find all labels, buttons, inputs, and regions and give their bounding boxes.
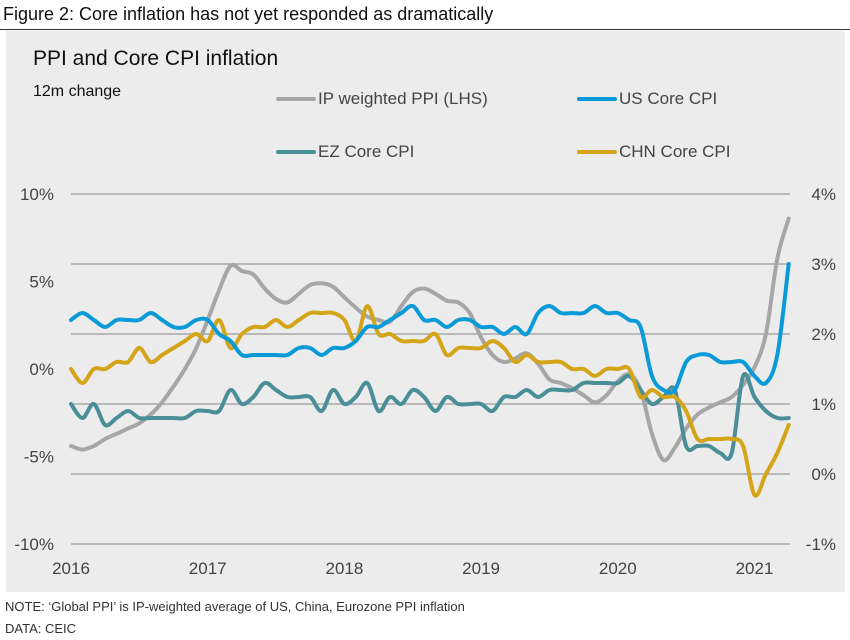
y-tick-right: 1% xyxy=(811,395,836,414)
y-tick-left: 10% xyxy=(20,185,54,204)
x-tick: 2017 xyxy=(189,559,227,578)
legend-item-ez-core-cpi: EZ Core CPI xyxy=(276,142,414,162)
series-line-ez-core-cpi xyxy=(69,371,791,461)
figure-title: Figure 2: Core inflation has not yet res… xyxy=(3,4,494,24)
chart-subtitle: 12m change xyxy=(33,83,122,100)
footnote: NOTE: ‘Global PPI’ is IP-weighted averag… xyxy=(5,599,465,614)
y-tick-left: -10% xyxy=(14,535,54,554)
series-line-chn-core-cpi xyxy=(69,303,791,498)
chart-title: PPI and Core CPI inflation xyxy=(33,47,279,70)
legend-label: US Core CPI xyxy=(619,89,718,108)
legend-label: EZ Core CPI xyxy=(318,142,415,161)
legend-label: IP weighted PPI (LHS) xyxy=(318,89,488,108)
y-tick-right: 3% xyxy=(811,255,836,274)
y-axis-left: 10% 5% 0% -5% -10% xyxy=(14,185,54,554)
legend-item-ip-weighted-ppi: IP weighted PPI (LHS) xyxy=(276,89,488,109)
y-tick-left: 0% xyxy=(29,360,54,379)
x-tick: 2018 xyxy=(325,559,363,578)
y-tick-right: 0% xyxy=(811,465,836,484)
legend-swatch-chn xyxy=(577,150,617,154)
x-tick: 2021 xyxy=(736,559,774,578)
x-tick: 2020 xyxy=(599,559,637,578)
chart-panel xyxy=(6,31,845,592)
legend-swatch-us xyxy=(577,97,617,101)
x-axis: 2016 2017 2018 2019 2020 2021 xyxy=(52,559,773,578)
legend-swatch-ez xyxy=(276,150,316,154)
title-divider xyxy=(0,29,850,30)
y-tick-right: -1% xyxy=(806,535,836,554)
legend-item-us-core-cpi: US Core CPI xyxy=(577,89,717,109)
legend-swatch-ppi xyxy=(276,97,316,101)
y-tick-left: 5% xyxy=(29,273,54,292)
y-axis-right: 4% 3% 2% 1% 0% -1% xyxy=(806,185,836,554)
legend-label: CHN Core CPI xyxy=(619,142,731,161)
y-tick-left: -5% xyxy=(24,448,54,467)
x-tick: 2016 xyxy=(52,559,90,578)
series-lines xyxy=(69,216,791,498)
y-tick-right: 4% xyxy=(811,185,836,204)
series-line-ip-weighted-ppi-lhs xyxy=(69,216,791,463)
data-source: DATA: CEIC xyxy=(5,621,77,636)
legend-item-chn-core-cpi: CHN Core CPI xyxy=(577,142,730,162)
x-tick: 2019 xyxy=(462,559,500,578)
y-tick-right: 2% xyxy=(811,325,836,344)
series-line-us-core-cpi xyxy=(69,262,791,395)
